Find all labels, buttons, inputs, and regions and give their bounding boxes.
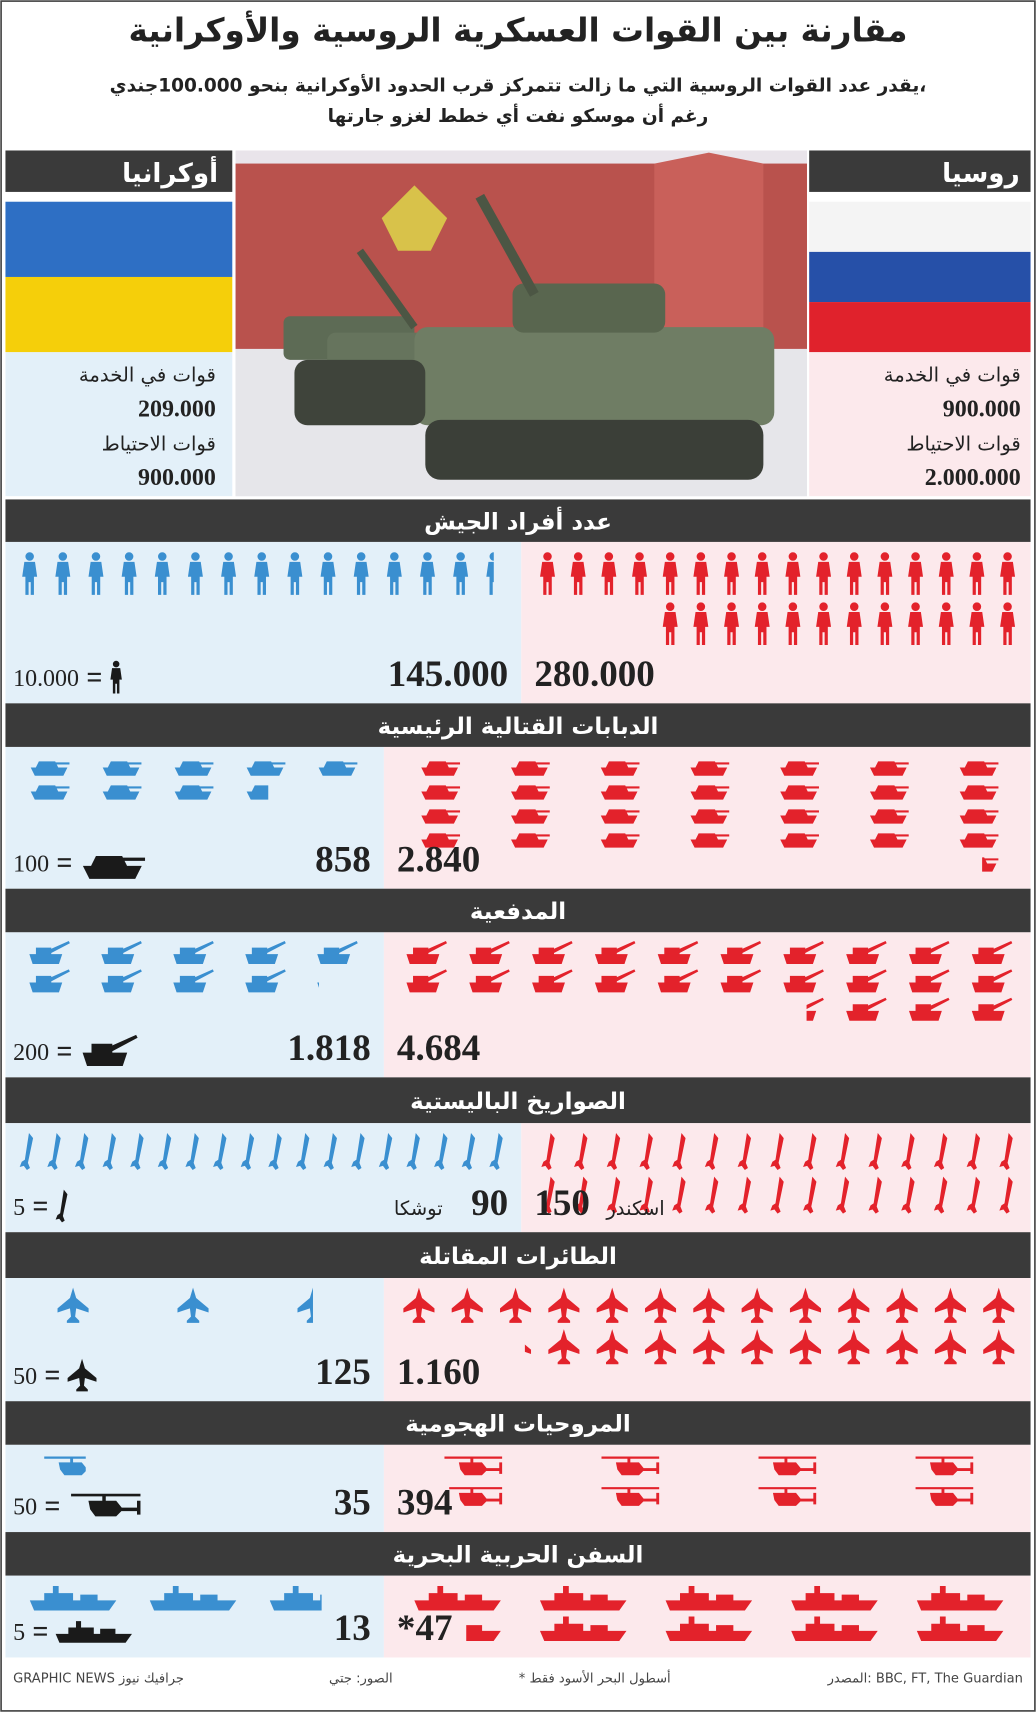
section-title: الصواريخ الباليستية bbox=[410, 1089, 626, 1115]
russia-value: *47 bbox=[397, 1608, 453, 1649]
key-label: 100 bbox=[13, 851, 49, 877]
sections: عدد أفراد الجيش 280.000 145.000 10.000 الدبا… bbox=[5, 499, 1030, 1657]
country-name: روسيا bbox=[942, 159, 1020, 189]
section: عدد أفراد الجيش 280.000 145.000 10.000 bbox=[5, 499, 1030, 703]
section: الطائرات المقاتلة 1.160 125 50 bbox=[5, 1232, 1030, 1401]
key-label: 10.000 bbox=[13, 666, 79, 692]
stat-label: قوات الاحتياط bbox=[102, 432, 216, 455]
stat-label: قوات في الخدمة bbox=[79, 364, 216, 387]
ukraine-value: 13 bbox=[334, 1608, 371, 1649]
ukraine-name: توشكا bbox=[394, 1197, 443, 1220]
section: الدبابات القتالية الرئيسية 2.840 858 100 bbox=[5, 703, 1030, 888]
section: المدفعية 4.684 1.818 200 bbox=[5, 889, 1030, 1078]
infographic: مقارنة بين القوات العسكرية الروسية والأو… bbox=[0, 0, 1036, 1712]
page: {"header": {"title": "مقارنة بين القوات … bbox=[0, 0, 1036, 1712]
stat-value: 209.000 bbox=[138, 397, 216, 423]
russia-value: 150 bbox=[534, 1183, 590, 1224]
key-label: 50 bbox=[13, 1364, 37, 1390]
section-title: الطائرات المقاتلة bbox=[419, 1244, 617, 1270]
stat-value: 900.000 bbox=[138, 465, 216, 491]
ukraine-value: 1.818 bbox=[287, 1028, 370, 1069]
russia-value: 2.840 bbox=[397, 839, 480, 880]
section-title: المروحيات الهجومية bbox=[405, 1412, 630, 1438]
footer-credit: GRAPHIC NEWS جرافيك نيوز bbox=[13, 1672, 184, 1687]
stat-value: 2.000.000 bbox=[925, 465, 1021, 491]
stat-value: 900.000 bbox=[943, 397, 1021, 423]
subtitle: يقدر عدد القوات الروسية التي ما زالت تتم… bbox=[110, 74, 927, 98]
russia-value: 280.000 bbox=[534, 654, 654, 695]
section: الصواريخ الباليستية 150 90 اسكندر توشكا 5 bbox=[5, 1077, 1030, 1232]
russia-name: اسكندر bbox=[605, 1197, 664, 1220]
footer-note: * أسطول البحر الأسود فقط bbox=[519, 1670, 671, 1687]
russia-panel bbox=[521, 1123, 1030, 1232]
stat-label: قوات الاحتياط bbox=[906, 432, 1020, 455]
ukraine-value: 35 bbox=[334, 1483, 371, 1524]
country-name: أوكرانيا bbox=[122, 156, 218, 189]
section-title: عدد أفراد الجيش bbox=[424, 505, 612, 535]
section-title: السفن الحربية البحرية bbox=[393, 1543, 644, 1569]
section-title: الدبابات القتالية الرئيسية bbox=[378, 714, 659, 740]
section: المروحيات الهجومية 394 35 50 bbox=[5, 1401, 1030, 1532]
footer-source: المصدر: BBC, FT, The Guardian bbox=[827, 1672, 1023, 1687]
flag-ukraine bbox=[5, 202, 232, 352]
subtitle: رغم أن موسكو نفت أي خطط لغزو جارتها bbox=[328, 104, 709, 128]
photo bbox=[236, 150, 807, 496]
ukraine-value: 125 bbox=[315, 1352, 371, 1393]
key-label: 5 bbox=[13, 1620, 25, 1646]
ukraine-value: 145.000 bbox=[388, 654, 508, 695]
stat-label: قوات في الخدمة bbox=[884, 364, 1021, 387]
ukraine-value: 858 bbox=[315, 839, 371, 880]
section-title: المدفعية bbox=[470, 899, 566, 925]
russia-value: 394 bbox=[397, 1483, 453, 1524]
ukraine-value: 90 bbox=[471, 1183, 508, 1224]
section: السفن الحربية البحرية *47 13 5 bbox=[5, 1532, 1030, 1657]
title: مقارنة بين القوات العسكرية الروسية والأو… bbox=[128, 9, 907, 50]
key-label: 5 bbox=[13, 1195, 25, 1221]
russia-value: 1.160 bbox=[397, 1352, 480, 1393]
russia-panel bbox=[384, 1576, 1031, 1658]
footer-photos: الصور: جتي bbox=[329, 1672, 393, 1687]
key-label: 200 bbox=[13, 1040, 49, 1066]
ukraine-panel bbox=[5, 1576, 383, 1658]
russia-value: 4.684 bbox=[397, 1028, 480, 1069]
key-label: 50 bbox=[13, 1495, 37, 1521]
flag-russia bbox=[809, 202, 1030, 352]
